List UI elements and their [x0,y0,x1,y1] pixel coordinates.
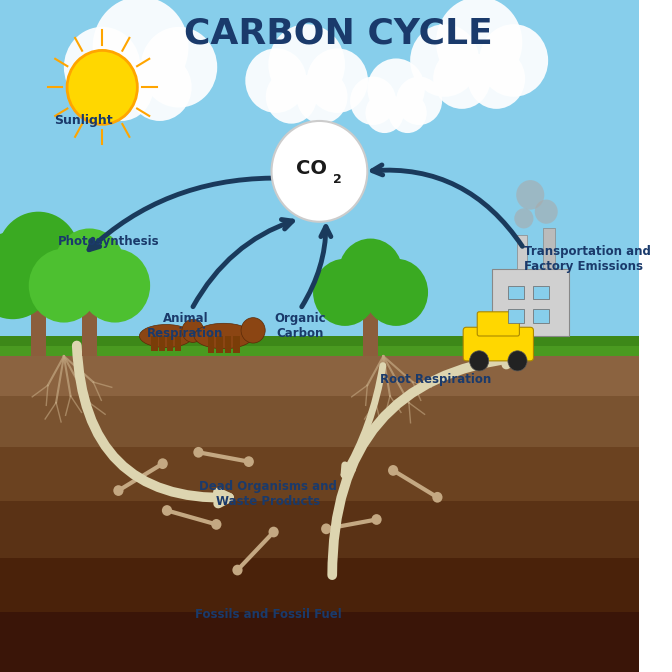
Bar [543,228,554,269]
Bar [0,447,639,507]
Circle shape [64,27,140,108]
Circle shape [211,519,222,530]
Circle shape [194,447,204,458]
FancyArrowPatch shape [193,220,292,306]
Circle shape [244,456,254,467]
Bar [151,336,158,351]
Bar [508,286,524,299]
Circle shape [468,48,525,109]
Circle shape [350,77,396,125]
Bar [0,501,639,561]
Circle shape [93,0,188,97]
FancyBboxPatch shape [463,327,534,361]
Circle shape [432,492,442,503]
Circle shape [182,319,204,342]
Polygon shape [0,336,639,356]
Circle shape [306,48,368,113]
FancyBboxPatch shape [477,312,519,336]
Bar [0,612,639,672]
Circle shape [535,200,558,224]
FancyArrowPatch shape [89,178,272,250]
Circle shape [80,249,150,323]
Circle shape [233,564,243,575]
Circle shape [269,527,279,538]
Bar [363,312,378,356]
Circle shape [470,351,489,371]
Circle shape [516,180,544,210]
Circle shape [67,50,137,124]
Circle shape [114,485,124,496]
Circle shape [162,505,172,516]
Circle shape [364,259,428,326]
Bar [167,336,173,351]
Bar [534,309,550,323]
Circle shape [321,523,331,534]
Circle shape [0,212,80,299]
FancyArrowPatch shape [302,226,331,306]
Circle shape [436,0,522,88]
Bar [224,336,231,353]
Bar [0,346,639,407]
Circle shape [128,54,192,121]
Circle shape [396,77,442,125]
FancyArrowPatch shape [332,353,517,575]
Circle shape [89,54,153,121]
Circle shape [265,70,317,124]
Circle shape [388,465,398,476]
Circle shape [271,121,368,222]
Bar [175,336,181,351]
Circle shape [296,70,347,124]
FancyArrowPatch shape [344,366,383,475]
Circle shape [140,27,217,108]
Circle shape [54,228,124,302]
Polygon shape [0,0,639,349]
Bar [208,336,214,353]
Circle shape [157,458,168,469]
Text: Animal
Respiration: Animal Respiration [147,312,224,341]
Bar [508,309,524,323]
Circle shape [410,24,479,97]
Circle shape [0,232,54,319]
Circle shape [433,48,491,109]
FancyArrowPatch shape [77,345,229,503]
Text: Photosynthesis: Photosynthesis [58,235,159,248]
Circle shape [268,24,345,105]
Bar [492,269,569,336]
Text: Root Respiration: Root Respiration [380,373,491,386]
Text: Fossils and Fossil Fuel: Fossils and Fossil Fuel [195,608,341,622]
Circle shape [368,58,425,119]
Circle shape [22,232,106,319]
Circle shape [508,351,527,371]
Circle shape [313,259,377,326]
Polygon shape [0,336,639,346]
Bar [159,336,165,351]
Circle shape [514,208,534,228]
Text: CO: CO [296,159,327,177]
Text: 2: 2 [333,173,341,186]
Text: Dead Organisms and
Waste Products: Dead Organisms and Waste Products [200,480,337,509]
Circle shape [366,93,404,133]
Bar [233,336,240,353]
Circle shape [29,249,99,323]
Text: Sunlight: Sunlight [54,114,112,127]
Bar [0,558,639,618]
Bar [31,296,46,356]
Bar [82,306,97,356]
Text: Organic
Carbon: Organic Carbon [274,312,326,341]
Ellipse shape [139,325,193,347]
Bar [517,235,527,269]
Circle shape [372,514,382,525]
Bar [534,286,550,299]
Text: Transportation and
Factory Emissions: Transportation and Factory Emissions [524,245,650,273]
Circle shape [245,48,306,113]
Circle shape [339,239,403,306]
FancyArrowPatch shape [372,165,522,247]
Bar [0,396,639,457]
Circle shape [479,24,548,97]
Circle shape [241,318,265,343]
Circle shape [388,93,427,133]
Text: CARBON CYCLE: CARBON CYCLE [184,17,493,51]
Ellipse shape [194,323,253,349]
Bar [216,336,222,353]
